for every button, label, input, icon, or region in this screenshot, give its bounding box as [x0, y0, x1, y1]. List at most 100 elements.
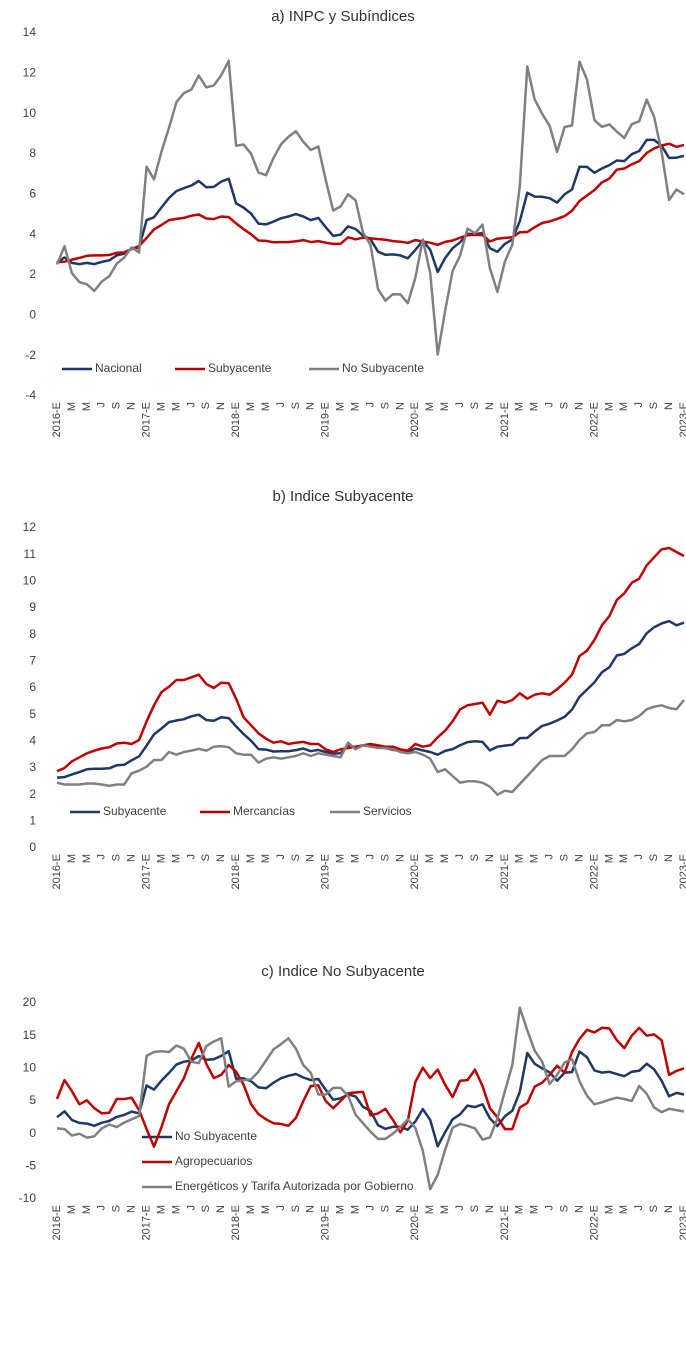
x-tick-label: S: [379, 1205, 391, 1212]
x-tick-label: S: [558, 402, 570, 409]
x-tick-label: J: [185, 402, 197, 408]
x-tick-label: 2023-E: [678, 402, 686, 437]
x-tick-label: M: [170, 854, 182, 863]
legend-label: Nacional: [95, 361, 142, 375]
y-tick-label: 0: [29, 1126, 36, 1140]
y-tick-label: 0: [29, 308, 36, 322]
y-tick-label: 15: [23, 1028, 37, 1042]
x-tick-label: 2020-E: [409, 402, 421, 437]
x-tick-label: S: [200, 854, 212, 861]
x-tick-label: 2017-E: [140, 402, 152, 437]
x-tick-label: M: [514, 1205, 526, 1214]
data-line: [56, 1006, 685, 1191]
chart-title: b) Indice Subyacente: [273, 488, 414, 505]
x-tick-label: 2021-E: [499, 402, 511, 437]
x-tick-label: 2017-E: [140, 854, 152, 889]
y-tick-label: 4: [29, 734, 36, 748]
x-tick-label: M: [439, 1205, 451, 1214]
x-tick-label: M: [335, 854, 347, 863]
y-tick-label: -10: [19, 1191, 37, 1205]
x-tick-label: S: [469, 854, 481, 861]
y-tick-label: 12: [23, 66, 37, 80]
y-tick-label: 20: [23, 995, 37, 1009]
y-tick-label: 6: [29, 187, 36, 201]
x-tick-label: M: [155, 1205, 167, 1214]
x-tick-label: 2021-E: [499, 1205, 511, 1240]
x-tick-label: M: [603, 402, 615, 411]
x-tick-label: M: [66, 402, 78, 411]
x-tick-label: M: [245, 1205, 257, 1214]
x-tick-label: N: [305, 402, 317, 410]
data-line: [56, 1049, 685, 1148]
x-tick-label: J: [364, 854, 376, 860]
x-tick-label: 2017-E: [140, 1205, 152, 1240]
x-tick-label: N: [484, 1205, 496, 1213]
x-tick-label: 2020-E: [409, 1205, 421, 1240]
y-tick-label: 10: [23, 574, 37, 588]
x-tick-label: M: [439, 854, 451, 863]
x-tick-label: M: [81, 854, 93, 863]
x-tick-label: J: [633, 1205, 645, 1211]
y-tick-label: -5: [25, 1159, 36, 1173]
legend-label: No Subyacente: [175, 1129, 257, 1143]
y-tick-label: 11: [24, 547, 37, 561]
x-tick-label: N: [663, 1205, 675, 1213]
x-tick-label: N: [663, 402, 675, 410]
x-tick-label: J: [275, 854, 287, 860]
x-tick-label: 2019-E: [320, 402, 332, 437]
x-tick-label: M: [618, 402, 630, 411]
x-tick-label: J: [185, 854, 197, 860]
y-tick-label: 9: [29, 600, 36, 614]
x-tick-label: N: [215, 854, 227, 862]
x-tick-label: J: [364, 1205, 376, 1211]
x-tick-label: N: [305, 854, 317, 862]
y-tick-label: 0: [29, 840, 36, 854]
x-tick-label: S: [469, 1205, 481, 1212]
x-tick-label: 2018-E: [230, 854, 242, 889]
x-tick-label: 2022-E: [588, 1205, 600, 1240]
x-tick-label: J: [275, 402, 287, 408]
y-tick-label: 8: [29, 627, 36, 641]
x-tick-label: J: [544, 854, 556, 860]
x-tick-label: M: [335, 402, 347, 411]
x-tick-label: 2019-E: [320, 1205, 332, 1240]
x-tick-label: N: [573, 854, 585, 862]
x-tick-label: J: [96, 854, 108, 860]
data-line: [56, 546, 685, 773]
x-tick-label: M: [603, 854, 615, 863]
x-tick-label: N: [394, 402, 406, 410]
y-tick-label: 10: [23, 1061, 37, 1075]
y-tick-label: -2: [25, 348, 36, 362]
legend-label: Subyacente: [208, 361, 272, 375]
x-tick-label: N: [394, 854, 406, 862]
x-tick-label: M: [424, 1205, 436, 1214]
x-tick-label: S: [290, 402, 302, 409]
legend-label: No Subyacente: [342, 361, 424, 375]
x-tick-label: J: [275, 1205, 287, 1211]
x-tick-label: J: [544, 402, 556, 408]
x-tick-label: J: [185, 1205, 197, 1211]
x-tick-label: M: [66, 1205, 78, 1214]
x-tick-label: 2019-E: [320, 854, 332, 889]
x-tick-label: M: [155, 854, 167, 863]
y-tick-label: 8: [29, 146, 36, 160]
x-tick-label: 2016-E: [51, 854, 63, 889]
x-tick-label: M: [618, 1205, 630, 1214]
x-tick-label: J: [454, 1205, 466, 1211]
x-tick-label: M: [424, 402, 436, 411]
x-tick-label: M: [170, 402, 182, 411]
x-tick-label: S: [111, 854, 123, 861]
y-tick-label: 6: [29, 680, 36, 694]
y-tick-label: -4: [25, 388, 36, 402]
y-tick-label: 10: [23, 106, 37, 120]
x-tick-label: M: [81, 1205, 93, 1214]
x-tick-label: S: [111, 402, 123, 409]
x-tick-label: S: [648, 854, 660, 861]
x-tick-label: M: [514, 854, 526, 863]
x-tick-label: M: [439, 402, 451, 411]
x-tick-label: 2023-E: [678, 854, 686, 889]
x-tick-label: 2022-E: [588, 854, 600, 889]
x-tick-label: N: [305, 1205, 317, 1213]
y-tick-label: 1: [29, 814, 36, 828]
x-tick-label: M: [260, 1205, 272, 1214]
